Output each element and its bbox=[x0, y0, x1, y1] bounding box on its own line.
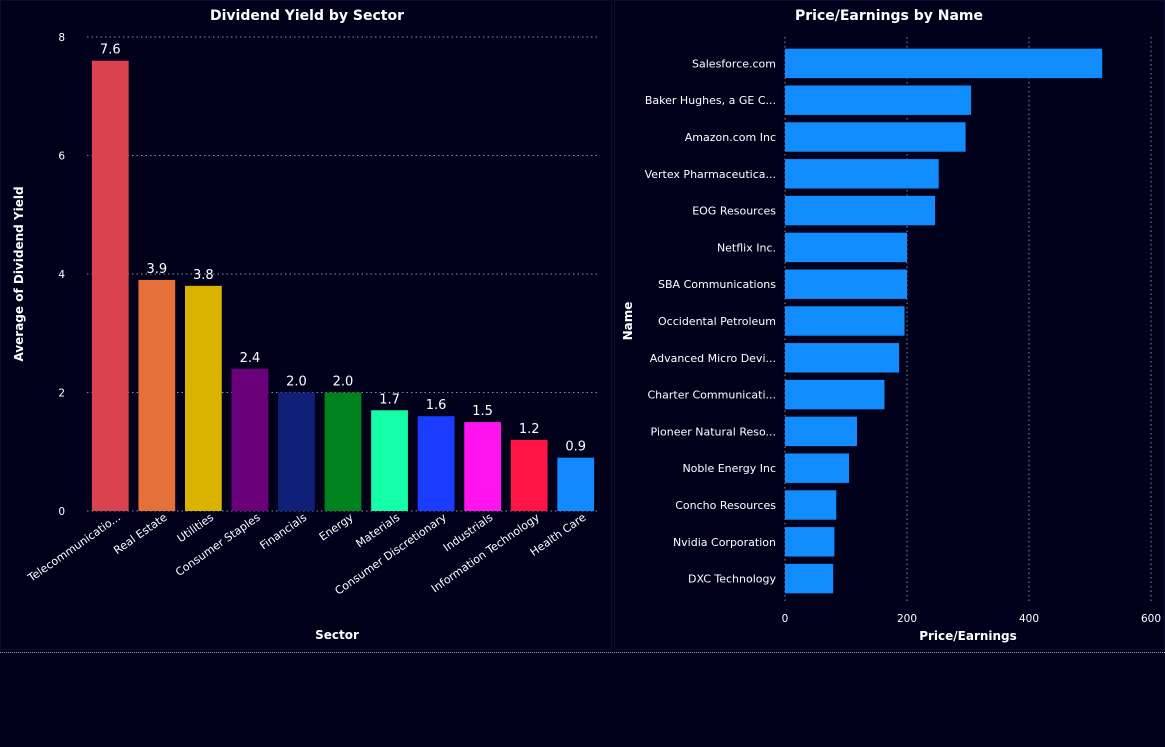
category-label: Noble Energy Inc bbox=[682, 462, 776, 475]
data-label: 3.8 bbox=[193, 268, 214, 283]
x-tick-label: 400 bbox=[1019, 613, 1039, 625]
bar bbox=[557, 457, 595, 511]
bar bbox=[785, 122, 966, 152]
data-label: 1.6 bbox=[426, 398, 447, 413]
y-tick-label: 6 bbox=[58, 151, 65, 163]
category-label: Amazon.com Inc bbox=[685, 131, 776, 144]
bar bbox=[184, 285, 222, 511]
bar bbox=[464, 422, 502, 511]
data-label: 0.9 bbox=[565, 440, 586, 455]
x-tick-label: 600 bbox=[1141, 613, 1161, 625]
bar bbox=[785, 416, 857, 447]
bar bbox=[231, 368, 269, 511]
data-label: 3.9 bbox=[146, 262, 167, 277]
bar bbox=[91, 60, 129, 511]
y-tick-label: 8 bbox=[58, 32, 65, 44]
data-label: 1.7 bbox=[379, 392, 400, 407]
bar bbox=[785, 563, 834, 594]
bottom-divider bbox=[0, 652, 1165, 653]
category-label: Advanced Micro Devi... bbox=[650, 352, 776, 365]
category-label: Financials bbox=[258, 511, 310, 553]
bar bbox=[324, 392, 362, 511]
bar bbox=[785, 269, 907, 299]
category-label: Telecommunicatio... bbox=[25, 511, 123, 585]
category-label: Consumer Staples bbox=[173, 511, 263, 579]
bar bbox=[510, 439, 548, 511]
category-label: Pioneer Natural Reso... bbox=[651, 425, 776, 438]
bar bbox=[785, 159, 939, 189]
x-axis-title: Price/Earnings bbox=[919, 629, 1017, 643]
data-label: 2.0 bbox=[286, 375, 307, 390]
dividend-yield-chart: Dividend Yield by Sector 0 2 4 6 8 Average of … bbox=[12, 8, 599, 642]
category-label: Energy bbox=[317, 511, 356, 544]
data-label: 7.6 bbox=[100, 43, 121, 58]
x-tick-label: 200 bbox=[897, 613, 917, 625]
data-label: 1.2 bbox=[519, 422, 540, 437]
bar bbox=[785, 48, 1103, 79]
y-tick-label: 4 bbox=[58, 269, 65, 281]
y-axis-title: Average of Dividend Yield bbox=[12, 186, 26, 361]
bar bbox=[785, 85, 972, 115]
bar bbox=[785, 306, 905, 336]
bar bbox=[785, 490, 837, 520]
data-label: 2.0 bbox=[333, 375, 354, 390]
y-tick-label: 2 bbox=[58, 388, 65, 400]
category-label: Concho Resources bbox=[675, 499, 776, 512]
bar bbox=[785, 232, 907, 263]
y-tick-label: 0 bbox=[58, 506, 65, 518]
price-earnings-panel[interactable]: Price/Earnings by Name 0 200 400 600 Name Pric… bbox=[614, 0, 1165, 650]
price-earnings-chart: Price/Earnings by Name 0 200 400 600 Name Pric… bbox=[621, 8, 1161, 643]
x-tick-label: 0 bbox=[782, 613, 789, 625]
bar bbox=[785, 527, 835, 557]
category-label: Charter Communicati... bbox=[647, 389, 776, 402]
bar bbox=[785, 195, 936, 226]
dividend-yield-panel[interactable]: Dividend Yield by Sector 0 2 4 6 8 Average of … bbox=[0, 0, 612, 650]
category-label: Occidental Petroleum bbox=[658, 315, 776, 328]
data-label: 2.4 bbox=[240, 351, 261, 366]
x-axis-title: Sector bbox=[315, 628, 359, 642]
chart-title: Price/Earnings by Name bbox=[795, 8, 983, 24]
category-label: Baker Hughes, a GE C... bbox=[645, 94, 776, 107]
y-axis-title: Name bbox=[621, 302, 635, 341]
category-label: Salesforce.com bbox=[692, 57, 776, 70]
category-label: Utilities bbox=[175, 511, 217, 546]
bar bbox=[417, 416, 455, 511]
category-label: Vertex Pharmaceutica... bbox=[645, 168, 776, 181]
category-label: SBA Communications bbox=[658, 278, 776, 291]
bar bbox=[371, 410, 408, 511]
bar bbox=[785, 453, 850, 483]
bar bbox=[785, 379, 885, 410]
data-label: 1.5 bbox=[472, 404, 493, 419]
bar bbox=[785, 343, 900, 373]
category-label: DXC Technology bbox=[688, 573, 776, 586]
chart-title: Dividend Yield by Sector bbox=[210, 8, 404, 24]
bar bbox=[278, 392, 315, 511]
category-label: EOG Resources bbox=[692, 205, 776, 218]
category-label: Nvidia Corporation bbox=[673, 536, 776, 549]
category-label: Netflix Inc. bbox=[717, 241, 776, 254]
bar bbox=[138, 279, 176, 511]
